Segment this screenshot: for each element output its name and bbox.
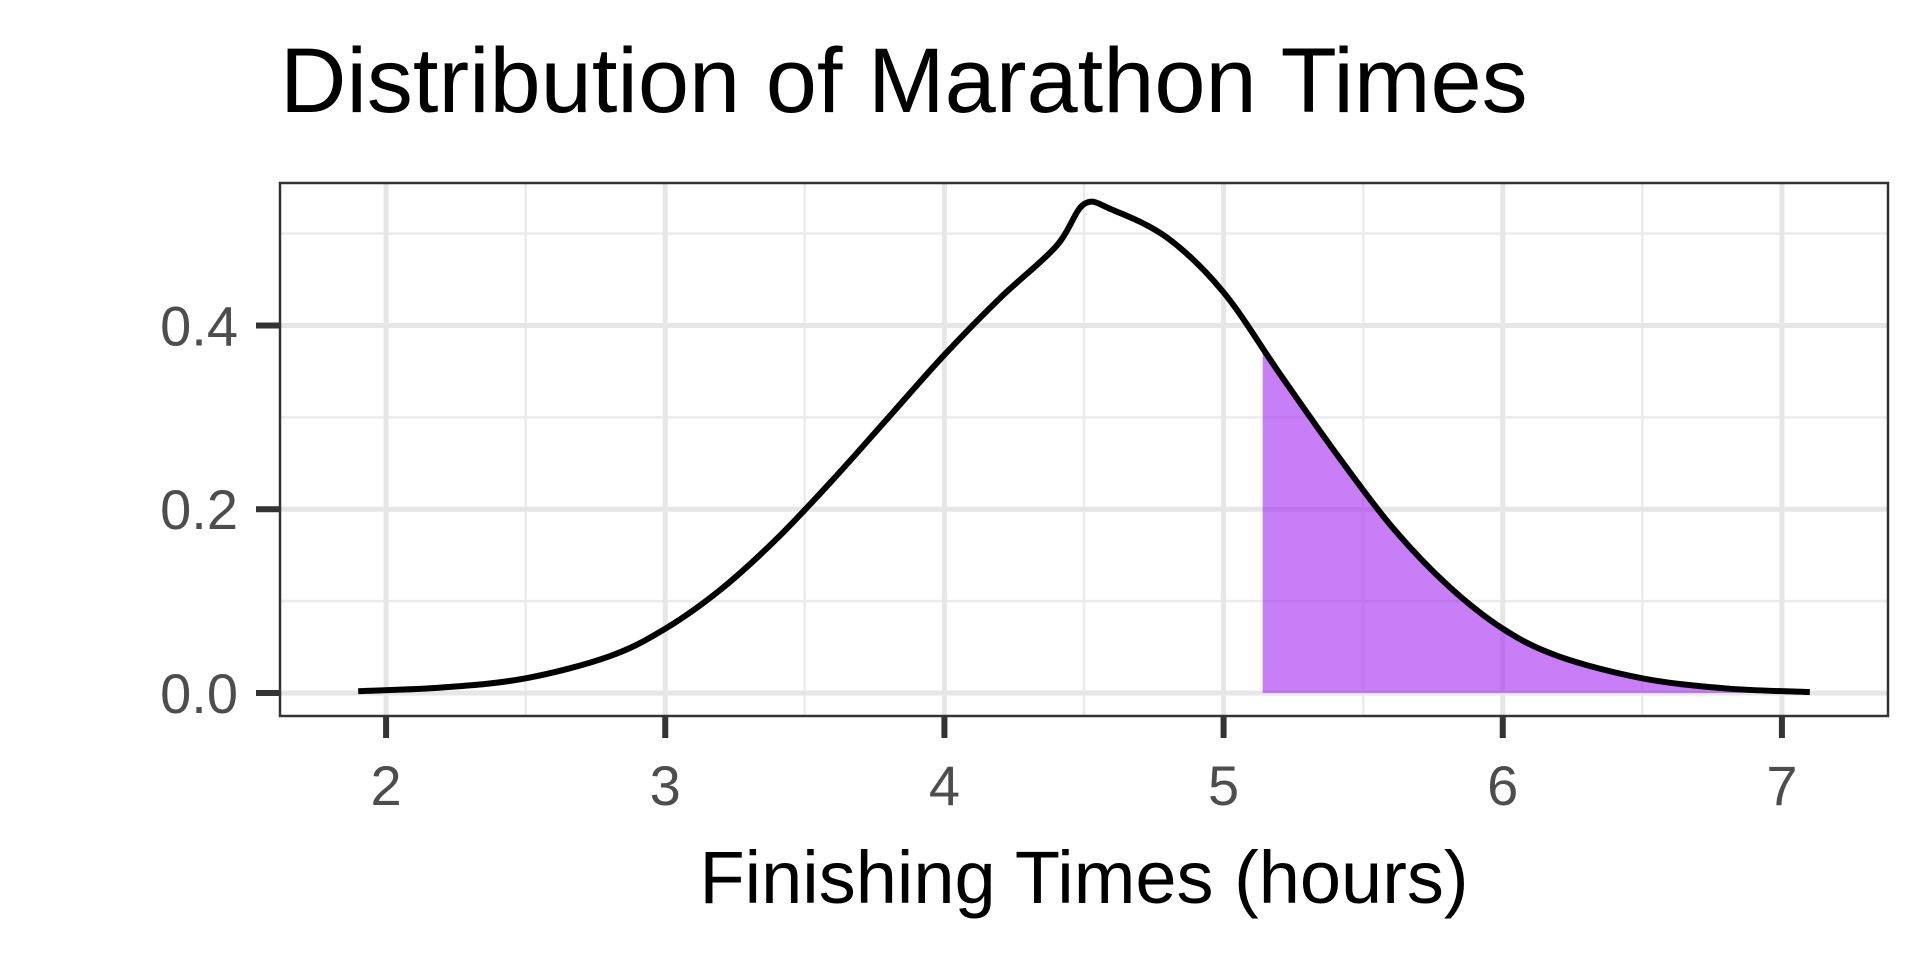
y-tick-label: 0.2	[160, 478, 238, 541]
y-tick-label: 0.0	[160, 662, 238, 725]
y-axis: 0.0 0.2 0.4	[160, 294, 280, 725]
minor-grid	[280, 183, 1888, 716]
density-curve	[358, 198, 1810, 696]
x-axis: 2 3 4 5 6 7	[371, 716, 1797, 817]
x-tick-label: 3	[650, 754, 681, 817]
y-tick-label: 0.4	[160, 294, 238, 357]
x-tick-label: 4	[929, 754, 960, 817]
chart-title: Distribution of Marathon Times	[280, 30, 1528, 132]
shaded-tail-area	[1262, 348, 1810, 694]
x-tick-label: 7	[1766, 754, 1797, 817]
x-tick-label: 5	[1208, 754, 1239, 817]
x-tick-label: 6	[1487, 754, 1518, 817]
x-axis-title: Finishing Times (hours)	[699, 836, 1468, 919]
plot-border	[278, 181, 1890, 718]
x-tick-label: 2	[371, 754, 402, 817]
